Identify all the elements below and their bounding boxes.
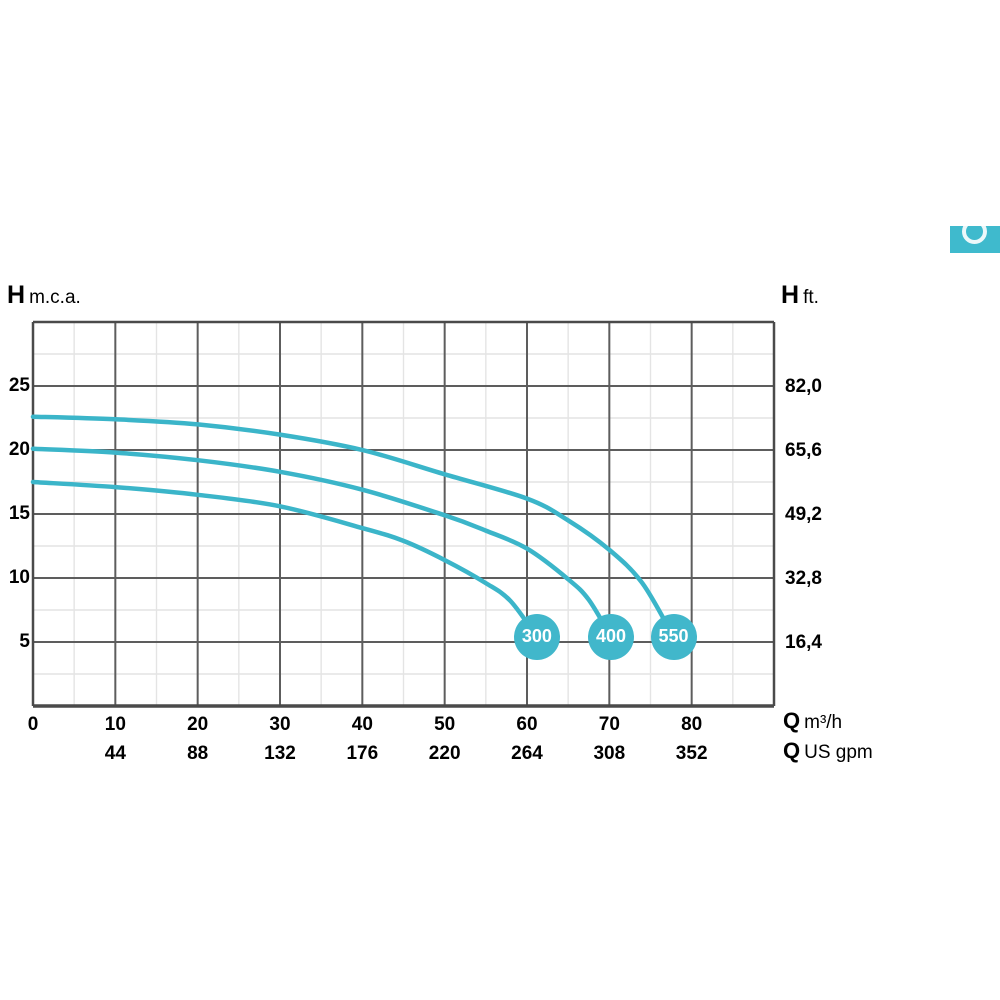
x-tick-m3h-40: 40	[351, 714, 373, 735]
x-tick-gpm-308: 308	[593, 743, 626, 764]
x-tick-gpm-88: 88	[187, 743, 209, 764]
left-axis-symbol: H	[7, 281, 26, 309]
circle-icon	[962, 226, 987, 244]
x-tick-m3h-70: 70	[598, 714, 620, 735]
curve-300	[30, 479, 540, 640]
y-tick-right-0: 82,0	[785, 376, 822, 397]
y-tick-left-10: 10	[8, 567, 30, 588]
curve-badge-300: 300	[513, 613, 560, 660]
floating-action-widget[interactable]	[950, 226, 1000, 253]
x-tick-m3h-10: 10	[104, 714, 126, 735]
y-tick-right-1: 65,6	[785, 440, 822, 461]
x-tick-gpm-176: 176	[346, 743, 379, 764]
y-tick-left-25: 25	[8, 375, 30, 396]
x-tick-gpm-220: 220	[428, 743, 461, 764]
x-tick-gpm-132: 132	[264, 743, 296, 764]
x-tick-m3h-0: 0	[27, 714, 39, 735]
x-tick-m3h-60: 60	[516, 714, 538, 735]
y-tick-left-5: 5	[19, 631, 30, 652]
x-tick-m3h-80: 80	[681, 714, 703, 735]
flow-axis-symbol-gpm: Q	[783, 738, 801, 763]
y-tick-right-3: 32,8	[785, 568, 822, 589]
y-tick-left-15: 15	[8, 503, 30, 524]
x-tick-m3h-50: 50	[434, 714, 456, 735]
y-tick-right-4: 16,4	[785, 632, 822, 653]
left-axis-unit: m.c.a.	[29, 287, 81, 308]
x-tick-gpm-352: 352	[675, 743, 708, 764]
y-tick-right-2: 49,2	[785, 504, 822, 525]
x-tick-m3h-20: 20	[187, 714, 209, 735]
flow-axis-unit-gpm: US gpm	[804, 742, 873, 763]
curve-badge-550: 550	[650, 613, 697, 660]
flow-axis-unit-m3h: m³/h	[804, 712, 843, 733]
right-axis-unit: ft.	[803, 287, 819, 308]
x-tick-gpm-264: 264	[511, 743, 543, 764]
curve-badge-400: 400	[587, 613, 634, 660]
x-tick-gpm-44: 44	[104, 743, 126, 764]
y-tick-left-20: 20	[8, 439, 30, 460]
curve-550	[30, 414, 676, 640]
flow-axis-title-gpm: Q US gpm	[783, 738, 873, 764]
curve-400	[30, 446, 614, 640]
x-tick-m3h-30: 30	[269, 714, 291, 735]
right-axis-symbol: H	[781, 281, 800, 309]
flow-axis-symbol-m3h: Q	[783, 708, 801, 733]
